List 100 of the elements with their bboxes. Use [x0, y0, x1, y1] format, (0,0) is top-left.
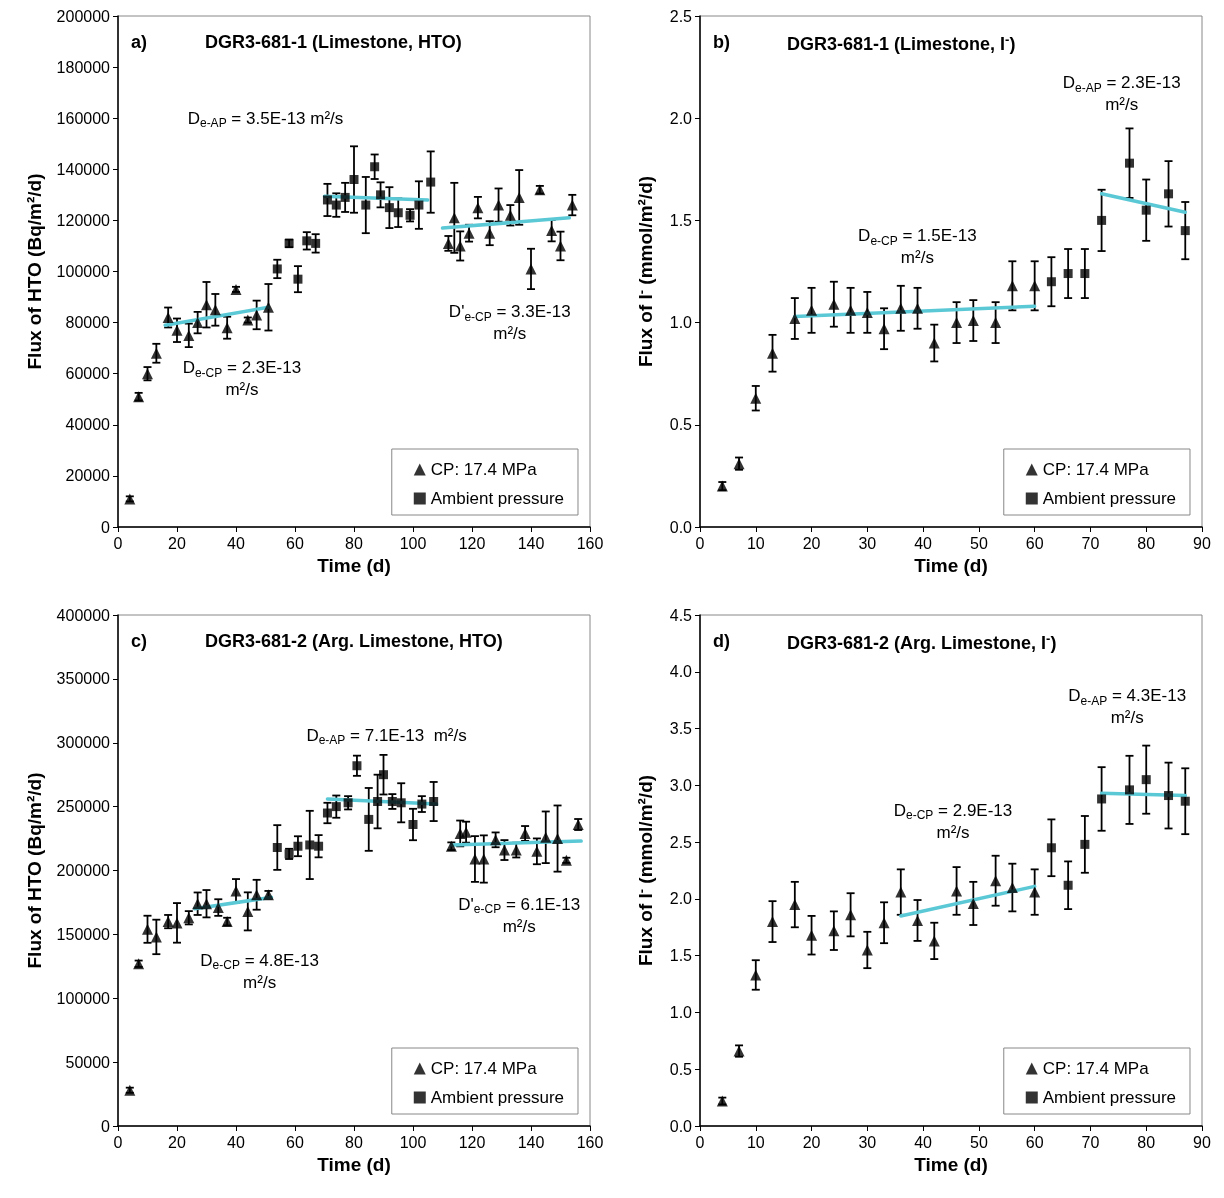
point — [192, 317, 204, 329]
y-tick-label: 400000 — [56, 606, 111, 624]
y-tick-label: 120000 — [56, 211, 111, 229]
text: DGR3-681-1 (Limestone, I-) — [787, 32, 1016, 54]
point — [448, 212, 460, 224]
point — [789, 313, 801, 325]
y-tick-label: 20000 — [65, 467, 111, 485]
x-tick-label: 140 — [517, 1133, 545, 1151]
y-tick-label: 180000 — [56, 58, 111, 76]
point — [525, 263, 537, 275]
point — [364, 814, 374, 824]
point — [951, 885, 963, 897]
x-tick-label: 100 — [399, 1133, 427, 1151]
x-axis-title: Time (d) — [317, 554, 391, 576]
y-tick-label: 50000 — [65, 1053, 111, 1071]
point — [251, 309, 263, 321]
point — [201, 898, 212, 910]
x-tick-label: 90 — [1193, 534, 1211, 552]
point — [1080, 269, 1090, 279]
x-tick-label: 80 — [1137, 534, 1156, 552]
point — [1097, 794, 1107, 804]
point — [349, 175, 359, 185]
point — [1180, 226, 1190, 236]
y-tick-label: 140000 — [56, 160, 111, 178]
point — [951, 317, 963, 329]
y-axis-title: Flux of I- (mmol/m²/d) — [634, 175, 656, 368]
point — [463, 227, 475, 239]
point — [1006, 882, 1018, 894]
x-tick-label: 20 — [168, 1133, 186, 1151]
point — [171, 917, 183, 929]
point — [150, 931, 162, 943]
x-tick-label: 40 — [227, 534, 245, 552]
point — [393, 208, 403, 218]
x-axis-title: Time (d) — [914, 1153, 988, 1175]
point — [546, 225, 558, 237]
annotation: c) — [131, 631, 148, 651]
y-tick-label: 2.5 — [669, 7, 693, 25]
legend-label: Ambient pressure — [1042, 1088, 1177, 1107]
point — [828, 298, 840, 310]
x-tick-label: 20 — [802, 534, 821, 552]
point — [376, 190, 386, 200]
point — [789, 899, 801, 911]
point — [454, 240, 466, 252]
point — [990, 875, 1002, 887]
point — [504, 209, 516, 221]
x-tick-label: 0 — [113, 1133, 123, 1151]
x-tick-label: 160 — [576, 534, 604, 552]
y-tick-label: 250000 — [56, 798, 111, 816]
point — [384, 203, 394, 213]
text: DGR3-681-1 (Limestone, HTO) — [205, 32, 462, 52]
y-tick-label: 2.5 — [669, 833, 693, 851]
x-tick-label: 30 — [858, 534, 877, 552]
x-tick-label: 100 — [399, 534, 427, 552]
point — [828, 925, 840, 937]
annotation: b) — [713, 32, 730, 52]
y-tick-label: 40000 — [65, 416, 111, 434]
x-tick-label: 0 — [695, 534, 705, 552]
point — [1080, 839, 1090, 849]
point — [469, 853, 481, 865]
x-tick-label: 80 — [345, 534, 363, 552]
text: DGR3-681-2 (Arg. Limestone, HTO) — [205, 631, 503, 651]
point — [1124, 158, 1134, 168]
point — [531, 845, 543, 857]
point — [272, 843, 282, 853]
point — [750, 392, 762, 404]
point — [272, 264, 282, 274]
y-tick-label: 200000 — [56, 862, 111, 879]
point — [414, 200, 424, 210]
point — [566, 199, 578, 211]
x-tick-label: 20 — [802, 1133, 821, 1151]
point — [750, 969, 762, 981]
point — [379, 770, 388, 780]
x-tick-label: 60 — [1025, 534, 1044, 552]
point — [408, 820, 418, 830]
point — [1063, 269, 1073, 279]
point — [361, 200, 371, 210]
point — [1180, 796, 1190, 806]
x-tick-label: 10 — [746, 534, 765, 552]
point — [373, 797, 383, 807]
y-tick-label: 0.5 — [669, 416, 693, 434]
y-tick-label: 4.5 — [669, 606, 693, 624]
text: DGR3-681-2 (Arg. Limestone, I-) — [787, 631, 1057, 653]
point — [1006, 280, 1018, 292]
y-tick-label: 1.0 — [669, 314, 693, 332]
point — [201, 299, 212, 311]
point — [878, 323, 890, 335]
point — [322, 195, 332, 205]
y-tick-label: 0.0 — [669, 518, 693, 536]
x-axis-title: Time (d) — [914, 554, 988, 576]
point — [478, 853, 490, 865]
point — [242, 905, 254, 917]
point — [513, 191, 525, 203]
x-tick-label: 140 — [517, 534, 545, 552]
y-axis-title: Flux of HTO (Bq/m²/d) — [24, 173, 45, 370]
y-tick-label: 0.0 — [669, 1117, 693, 1135]
x-tick-label: 30 — [858, 1133, 877, 1151]
x-tick-label: 40 — [914, 534, 933, 552]
x-tick-label: 90 — [1193, 1133, 1211, 1151]
annotation: d) — [713, 631, 730, 651]
point — [967, 897, 979, 909]
